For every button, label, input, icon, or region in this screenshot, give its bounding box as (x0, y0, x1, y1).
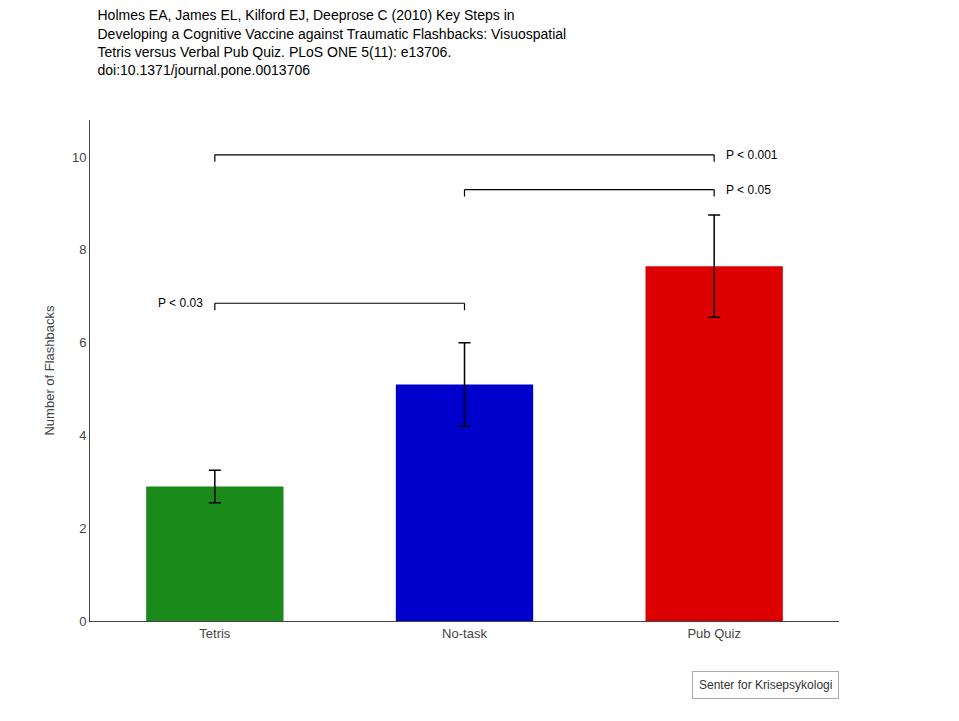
svg-text:Pub Quiz: Pub Quiz (687, 626, 740, 641)
svg-text:Senter for Krisepsykologi: Senter for Krisepsykologi (699, 678, 832, 692)
svg-text:P < 0.001: P < 0.001 (726, 148, 778, 162)
svg-text:6: 6 (79, 335, 86, 350)
svg-text:0: 0 (79, 614, 86, 629)
svg-text:Tetris: Tetris (199, 626, 231, 641)
svg-text:Holmes EA, James EL, Kilford E: Holmes EA, James EL, Kilford EJ, Deepros… (97, 7, 566, 78)
svg-text:Number of Flashbacks: Number of Flashbacks (42, 305, 57, 436)
svg-text:8: 8 (79, 242, 86, 257)
svg-text:2: 2 (79, 521, 86, 536)
svg-text:P < 0.05: P < 0.05 (726, 183, 771, 197)
svg-text:10: 10 (72, 150, 86, 165)
svg-text:4: 4 (79, 428, 86, 443)
svg-text:No-task: No-task (442, 626, 487, 641)
svg-text:P < 0.03: P < 0.03 (158, 296, 203, 310)
